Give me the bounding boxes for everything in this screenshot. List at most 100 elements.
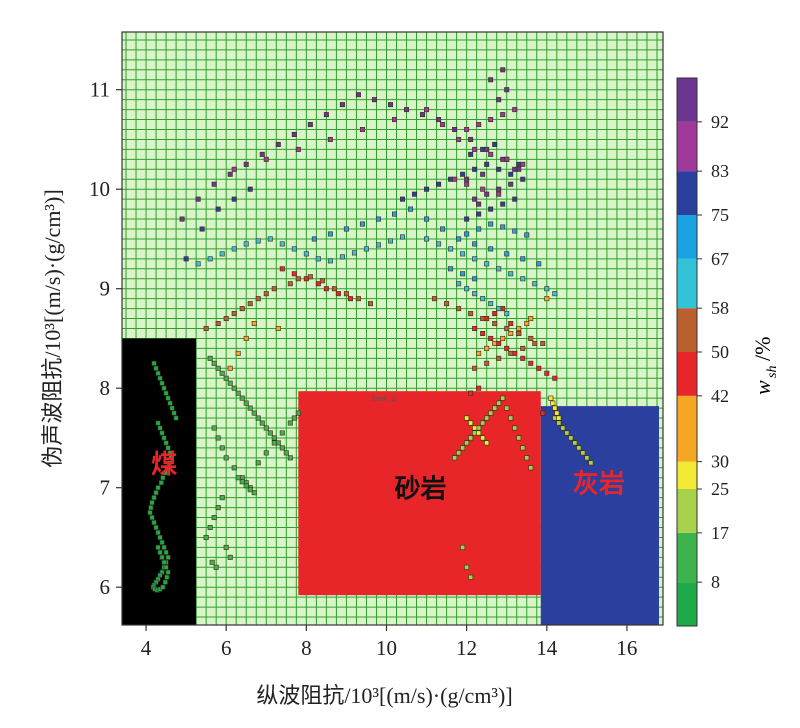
data-point: [400, 234, 406, 240]
data-point: [460, 251, 466, 257]
data-point: [532, 281, 538, 287]
colorbar-tick-label: 42: [711, 386, 729, 406]
data-point: [484, 191, 490, 197]
data-point: [468, 574, 474, 580]
data-point: [147, 510, 153, 516]
data-point: [432, 296, 438, 302]
data-point: [295, 410, 301, 416]
data-point: [476, 430, 482, 436]
data-point: [500, 156, 506, 162]
data-point: [588, 460, 594, 466]
data-point: [303, 251, 309, 257]
data-point: [496, 166, 502, 172]
plot-area-frame: [121, 31, 664, 626]
data-point: [291, 246, 297, 252]
data-point: [323, 112, 329, 118]
data-point: [508, 271, 514, 277]
data-point: [472, 276, 478, 282]
data-point: [476, 385, 482, 391]
data-point: [359, 127, 365, 133]
data-point: [327, 258, 333, 264]
data-point: [153, 524, 159, 530]
data-point: [235, 350, 241, 356]
data-point: [472, 146, 478, 152]
data-point: [476, 201, 482, 207]
colorbar-band-1: [677, 532, 697, 583]
data-point: [263, 156, 269, 162]
data-point: [203, 534, 209, 540]
data-point: [219, 251, 225, 257]
data-point: [291, 271, 297, 277]
data-point: [500, 201, 506, 207]
x-tick-label: 8: [301, 636, 312, 660]
data-point: [392, 211, 398, 217]
data-point: [367, 301, 373, 307]
data-point: [327, 231, 333, 237]
data-point: [339, 254, 345, 260]
data-point: [165, 395, 171, 401]
data-point: [160, 584, 166, 590]
colorbar-title-sub: sh: [765, 366, 780, 378]
data-point: [227, 554, 233, 560]
data-point: [556, 415, 562, 421]
data-point: [291, 415, 297, 421]
data-point: [512, 166, 518, 172]
data-point: [227, 380, 233, 386]
data-point: [536, 365, 542, 371]
data-point: [151, 520, 157, 526]
x-tick-label: 12: [456, 636, 477, 660]
data-point: [472, 166, 478, 172]
colorbar-tick-label: 30: [711, 452, 729, 472]
data-point: [153, 365, 159, 371]
data-point: [315, 281, 321, 287]
data-point: [500, 224, 506, 230]
colorbar-band-9: [677, 171, 697, 215]
data-point: [223, 544, 229, 550]
data-point: [219, 370, 225, 376]
data-point: [504, 87, 510, 93]
zone-label-1: 砂岩: [395, 475, 447, 505]
zone-label-0: 煤: [151, 450, 177, 480]
colorbar-band-5: [677, 352, 697, 396]
data-point: [295, 276, 301, 282]
data-point: [488, 335, 494, 341]
data-point: [512, 107, 518, 113]
data-point: [484, 146, 490, 152]
data-point: [564, 430, 570, 436]
data-point: [496, 306, 502, 312]
data-point: [488, 246, 494, 252]
colorbar-band-2: [677, 489, 697, 533]
data-point: [183, 256, 189, 262]
data-point: [424, 186, 430, 192]
data-point: [488, 77, 494, 83]
data-point: [436, 241, 442, 247]
data-point: [468, 435, 474, 441]
data-point: [163, 440, 169, 446]
data-point: [347, 296, 353, 302]
data-point: [215, 365, 221, 371]
data-point: [492, 321, 498, 327]
data-point: [247, 186, 253, 192]
data-point: [460, 171, 466, 177]
data-point: [195, 196, 201, 202]
data-point: [452, 127, 458, 133]
data-point: [572, 440, 578, 446]
data-point: [161, 559, 167, 565]
colorbar-band-4: [677, 395, 697, 462]
x-axis-title: 纵波阻抗/10³[(m/s)·(g/cm³)]: [256, 683, 512, 708]
data-point: [452, 176, 458, 182]
data-point: [162, 470, 168, 476]
data-point: [247, 405, 253, 411]
data-point: [263, 291, 269, 297]
data-point: [211, 515, 217, 521]
data-point: [223, 375, 229, 381]
data-point: [363, 246, 369, 252]
data-point: [404, 107, 410, 113]
colorbar-title-main: w: [750, 380, 775, 395]
data-point: [400, 196, 406, 202]
data-point: [480, 316, 486, 322]
data-point: [215, 321, 221, 327]
data-point: [263, 450, 269, 456]
colorbar-tick-label: 75: [711, 205, 729, 225]
